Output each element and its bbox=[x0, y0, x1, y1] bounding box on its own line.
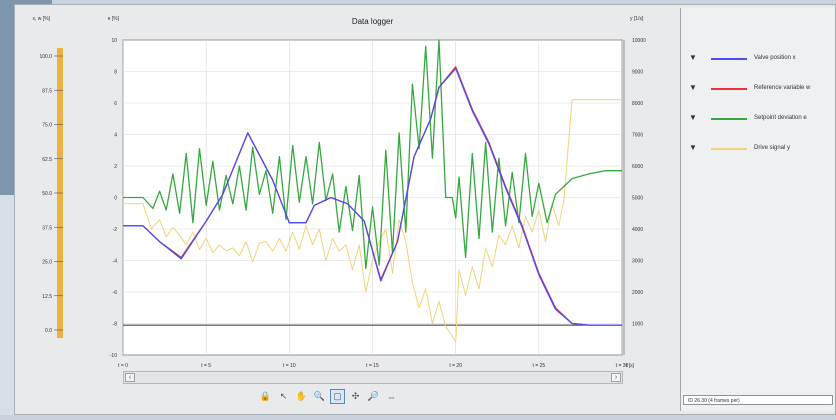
e-axis-tick-label: 6 bbox=[114, 101, 117, 107]
e-axis-tick-label: 2 bbox=[114, 164, 117, 170]
e-axis-tick-label: 8 bbox=[114, 70, 117, 76]
legend-label: Reference variable w bbox=[754, 85, 811, 91]
chart-toolbar: 🔒 ↖ ✋ 🔍 ▢ ✣ 🔎 ⇔ bbox=[258, 389, 399, 407]
legend-panel: ▼ Valve position x ▼ Reference variable … bbox=[680, 8, 835, 411]
xw-axis-tick-label: 25.0 bbox=[42, 260, 52, 266]
legend-label: Drive signal y bbox=[754, 145, 791, 151]
y-axis-tick-label: 6000 bbox=[632, 164, 643, 170]
lock-icon[interactable]: 🔒 bbox=[259, 391, 272, 401]
y-axis-tick-label: 7000 bbox=[632, 133, 643, 139]
series-line-drive-signal-y bbox=[123, 99, 622, 343]
hand-icon[interactable]: ✋ bbox=[295, 391, 308, 401]
e-axis-tick-label: 10 bbox=[111, 38, 117, 44]
zoom-x-icon[interactable]: ⇔ bbox=[387, 391, 396, 402]
y-axis-tick-label: 2000 bbox=[632, 290, 643, 296]
chevron-down-icon[interactable]: ▼ bbox=[689, 113, 697, 122]
y-axis-tick-label: 1000 bbox=[632, 322, 643, 328]
chart-svg[interactable]: Data logger t = 0 t = 5 t = 10 t = 15 t = 20 t… bbox=[0, 0, 680, 415]
scroll-right-button[interactable]: › bbox=[611, 373, 621, 382]
x-tick-label: t = 25 bbox=[533, 363, 546, 369]
y-axis-tick-label: 4000 bbox=[632, 227, 643, 233]
x-tick-label: t = 5 bbox=[201, 363, 211, 369]
e-axis-tick-label: 0 bbox=[114, 196, 117, 202]
x-tick-label: t = 20 bbox=[449, 363, 462, 369]
e-axis-tick-label: -2 bbox=[113, 227, 118, 233]
xw-axis-tick-label: 37.5 bbox=[42, 225, 52, 231]
e-axis-tick-label: -4 bbox=[113, 259, 118, 265]
e-axis-tick-label: -10 bbox=[110, 353, 117, 359]
legend-label: Valve position x bbox=[754, 55, 796, 61]
y-axis-label: y [1/s] bbox=[630, 16, 644, 22]
legend-item-drive-signal[interactable]: ▼ Drive signal y bbox=[681, 143, 835, 155]
y-axis-tick-label: 9000 bbox=[632, 70, 643, 76]
legend-item-valve-position[interactable]: ▼ Valve position x bbox=[681, 53, 835, 65]
e-axis-tick-label: -8 bbox=[113, 322, 118, 328]
xw-axis-tick-label: 50.0 bbox=[42, 191, 52, 197]
xw-axis-tick-label: 62.5 bbox=[42, 157, 52, 163]
scroll-left-button[interactable]: ‹ bbox=[125, 373, 135, 382]
zoom-all-icon[interactable]: ✣ bbox=[351, 391, 360, 401]
xw-axis-tick-label: 75.0 bbox=[42, 123, 52, 129]
x-tick-label: t = 10 bbox=[283, 363, 296, 369]
horizontal-scrollbar[interactable]: ‹ › bbox=[123, 371, 623, 384]
y-axis-tick-label: 8000 bbox=[632, 101, 643, 107]
xw-axis-tick-label: 87.5 bbox=[42, 88, 52, 94]
chevron-down-icon[interactable]: ▼ bbox=[689, 53, 697, 62]
chart-title: Data logger bbox=[352, 17, 394, 26]
chevron-down-icon[interactable]: ▼ bbox=[689, 83, 697, 92]
series-line-valve-position-x bbox=[123, 67, 622, 326]
zoom-rect-icon[interactable]: ▢ bbox=[330, 389, 345, 404]
status-field[interactable]: ID 26 30 (4 frames per) bbox=[683, 395, 833, 405]
xw-axis-tick-label: 100.0 bbox=[39, 54, 52, 60]
x-tick-label: t = 0 bbox=[118, 363, 128, 369]
e-axis-tick-label: -6 bbox=[113, 290, 118, 296]
xw-axis-tick-label: 12.5 bbox=[42, 294, 52, 300]
legend-swatch bbox=[711, 88, 747, 90]
y-axis-tick-label: 5000 bbox=[632, 196, 643, 202]
x-axis-unit: t [s] bbox=[626, 363, 635, 369]
xw-axis-label: x, w [%] bbox=[32, 16, 50, 22]
y-axis-tick-label: 3000 bbox=[632, 259, 643, 265]
chevron-down-icon[interactable]: ▼ bbox=[689, 143, 697, 152]
y-axis-tick-label: 10000 bbox=[632, 38, 646, 44]
legend-swatch bbox=[711, 148, 747, 150]
legend-swatch bbox=[711, 118, 747, 120]
zoom-in-icon[interactable]: 🔍 bbox=[313, 391, 326, 401]
series-line-setpoint-deviation-e bbox=[123, 39, 622, 270]
x-tick-label: t = 15 bbox=[366, 363, 379, 369]
x-tick-label: t = 30 bbox=[616, 363, 629, 369]
legend-item-setpoint-deviation[interactable]: ▼ Setpoint deviation e bbox=[681, 113, 835, 125]
chart-area: Data logger t = 0 t = 5 t = 10 t = 15 t = 20 t… bbox=[0, 0, 680, 415]
e-axis-label: e [%] bbox=[108, 16, 120, 22]
legend-label: Setpoint deviation e bbox=[754, 115, 807, 121]
xw-axis-tick-label: 0.0 bbox=[45, 328, 52, 334]
pointer-icon[interactable]: ↖ bbox=[279, 391, 288, 401]
e-axis-tick-label: 4 bbox=[114, 133, 117, 139]
legend-item-reference-variable[interactable]: ▼ Reference variable w bbox=[681, 83, 835, 95]
zoom-out-icon[interactable]: 🔎 bbox=[367, 391, 380, 401]
legend-swatch bbox=[711, 58, 747, 60]
